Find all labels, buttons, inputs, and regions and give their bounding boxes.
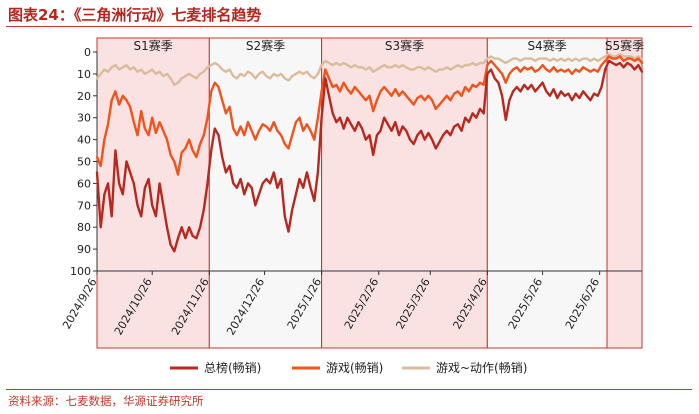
y-tick-label-90: 90	[77, 243, 91, 256]
y-tick-label-0: 0	[84, 46, 91, 59]
y-tick-label-20: 20	[77, 90, 91, 103]
season-band-1	[96, 37, 210, 349]
y-tick-label-100: 100	[70, 265, 91, 278]
season-bands: S1赛季 S2赛季 S3赛季 S4赛季 S5赛季	[96, 37, 644, 349]
x-tick-label-1: 2024/9/26	[60, 276, 99, 331]
series-line-3	[95, 53, 644, 87]
season-label-1: S1赛季	[134, 38, 173, 53]
season-label-3: S3赛季	[385, 38, 424, 53]
title-divider	[6, 26, 692, 27]
season-label-4: S4赛季	[528, 38, 567, 53]
y-tick-label-80: 80	[77, 221, 91, 234]
season-band-2	[208, 37, 323, 349]
source-divider	[6, 389, 692, 390]
series-lines	[95, 53, 644, 253]
series-line-2	[95, 55, 644, 176]
y-tick-label-50: 50	[77, 156, 91, 169]
y-tick-label-40: 40	[77, 134, 91, 147]
figure-title: 图表24：《三角洲行动》七麦排名趋势	[8, 6, 262, 24]
source-note: 资料来源：七麦数据，华源证券研究所	[8, 394, 204, 408]
series-line-1	[95, 59, 644, 253]
legend: 总榜(畅销) 游戏(畅销) 游戏~动作(畅销)	[170, 360, 527, 375]
season-band-4	[486, 37, 608, 349]
y-tick-label-30: 30	[77, 112, 91, 125]
ranking-line-chart: S1赛季 S2赛季 S3赛季 S4赛季 S5赛季 0 10 20 30 40 50 60 70 80 90…	[60, 37, 644, 375]
y-axis: 0 10 20 30 40 50 60 70 80 90 100	[70, 46, 642, 278]
legend-label-3: 游戏~动作(畅销)	[436, 361, 527, 375]
y-tick-label-70: 70	[77, 199, 91, 212]
y-tick-label-60: 60	[77, 177, 91, 190]
season-label-5: S5赛季	[605, 38, 644, 53]
season-band-5	[606, 37, 643, 349]
legend-label-1: 总榜(畅销)	[204, 360, 261, 375]
season-label-2: S2赛季	[246, 38, 285, 53]
y-tick-label-10: 10	[77, 68, 91, 81]
legend-label-2: 游戏(畅销)	[326, 361, 383, 375]
season-band-3	[321, 37, 488, 349]
